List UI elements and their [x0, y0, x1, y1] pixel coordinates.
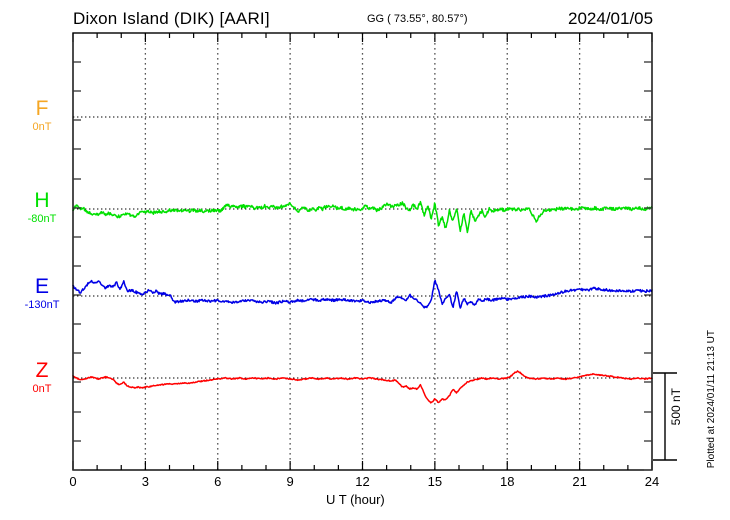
x-tick-label: 21 — [572, 474, 587, 489]
plot-date: 2024/01/05 — [568, 9, 654, 28]
plot-frame — [72, 32, 653, 471]
x-tick-label: 24 — [644, 474, 660, 489]
x-tick-label: 15 — [427, 474, 443, 489]
component-letter: E — [34, 275, 49, 298]
trace-h — [72, 200, 653, 234]
x-tick-label: 3 — [141, 474, 149, 489]
geographic-coordinates: GG ( 73.55°, 80.57°) — [367, 13, 468, 25]
component-baseline-value: 0nT — [32, 383, 52, 395]
component-letter: H — [34, 189, 50, 212]
x-tick-label: 0 — [69, 474, 77, 489]
x-axis-label: U T (hour) — [326, 492, 385, 507]
trace-z — [72, 370, 653, 404]
component-label-e: E -130nT — [12, 276, 72, 312]
component-label-z: Z 0nT — [12, 360, 72, 396]
x-tick-label: 9 — [286, 474, 294, 489]
page-title: Dixon Island (DIK) [AARI] — [73, 9, 270, 28]
component-baseline-value: -130nT — [24, 299, 60, 311]
component-label-h: H -80nT — [12, 190, 72, 226]
x-tick-label: 12 — [355, 474, 370, 489]
component-baseline-value: 0nT — [32, 121, 52, 133]
grid-layer — [144, 33, 581, 470]
trace-e — [72, 279, 653, 309]
component-letter: F — [35, 97, 49, 120]
scale-bar — [653, 372, 677, 461]
trace-layer — [72, 200, 653, 404]
component-letter: Z — [35, 359, 49, 382]
x-tick-label: 6 — [214, 474, 222, 489]
component-baseline-value: -80nT — [27, 213, 57, 225]
x-tick-label: 18 — [500, 474, 515, 489]
scale-bar-label: 500 nT — [669, 388, 683, 426]
plotted-at-timestamp: Plotted at 2024/01/11 21:13 UT — [706, 330, 717, 469]
component-label-f: F 0nT — [12, 98, 72, 134]
